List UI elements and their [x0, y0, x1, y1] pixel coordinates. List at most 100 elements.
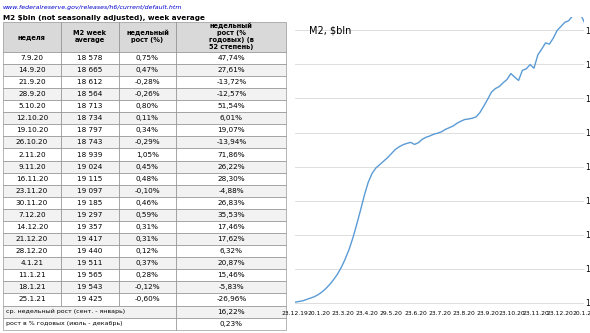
Text: 14.9.20: 14.9.20: [18, 67, 45, 73]
Bar: [61, 293, 119, 305]
Text: 21.9.20: 21.9.20: [18, 79, 45, 85]
Text: 0,46%: 0,46%: [136, 200, 159, 206]
Bar: [61, 124, 119, 137]
Text: -26,96%: -26,96%: [216, 296, 247, 302]
Text: 0,23%: 0,23%: [220, 321, 243, 327]
Bar: [176, 22, 286, 52]
Text: 18 612: 18 612: [77, 79, 103, 85]
Bar: [3, 137, 61, 149]
Text: 17,46%: 17,46%: [218, 224, 245, 230]
Text: 16,22%: 16,22%: [218, 309, 245, 315]
Bar: [3, 52, 61, 64]
Text: 19 297: 19 297: [77, 212, 103, 218]
Bar: [119, 293, 176, 305]
Text: 19 425: 19 425: [77, 296, 103, 302]
Text: -13,94%: -13,94%: [216, 140, 247, 146]
Bar: [3, 209, 61, 221]
Bar: [3, 76, 61, 88]
Text: 0,45%: 0,45%: [136, 164, 159, 169]
Bar: [61, 52, 119, 64]
Text: ср. недельный рост (сент. - январь): ср. недельный рост (сент. - январь): [6, 309, 125, 314]
Text: 16.11.20: 16.11.20: [16, 176, 48, 182]
Text: неделя: неделя: [18, 34, 46, 40]
Bar: [3, 221, 61, 233]
Bar: [119, 185, 176, 197]
Bar: [176, 64, 286, 76]
Text: 28.12.20: 28.12.20: [16, 248, 48, 254]
Text: 0,48%: 0,48%: [136, 176, 159, 182]
Bar: [3, 245, 61, 257]
Text: 4.1.21: 4.1.21: [21, 260, 43, 266]
Text: 12.10.20: 12.10.20: [16, 115, 48, 121]
Bar: [119, 257, 176, 269]
Bar: [176, 221, 286, 233]
Bar: [119, 245, 176, 257]
Text: 0,47%: 0,47%: [136, 67, 159, 73]
Text: 11.1.21: 11.1.21: [18, 272, 45, 278]
Bar: [176, 245, 286, 257]
Bar: [61, 161, 119, 172]
Text: 0,11%: 0,11%: [136, 115, 159, 121]
Bar: [61, 172, 119, 185]
Text: M2, $bln: M2, $bln: [309, 25, 352, 35]
Bar: [119, 197, 176, 209]
Text: 0,59%: 0,59%: [136, 212, 159, 218]
Text: M2 $bln (not seasonally adjusted), week average: M2 $bln (not seasonally adjusted), week …: [3, 15, 205, 21]
Bar: [3, 293, 61, 305]
Bar: [3, 197, 61, 209]
Text: 0,80%: 0,80%: [136, 103, 159, 109]
Bar: [119, 149, 176, 161]
Text: 27,61%: 27,61%: [218, 67, 245, 73]
Text: 21.12.20: 21.12.20: [16, 236, 48, 242]
Bar: [61, 185, 119, 197]
Text: 17,62%: 17,62%: [218, 236, 245, 242]
Bar: [3, 257, 61, 269]
Bar: [119, 233, 176, 245]
Text: 19 565: 19 565: [77, 272, 103, 278]
Bar: [3, 269, 61, 281]
Text: -0,29%: -0,29%: [135, 140, 160, 146]
Text: 18 743: 18 743: [77, 140, 103, 146]
Bar: [176, 137, 286, 149]
Bar: [61, 209, 119, 221]
Bar: [119, 124, 176, 137]
Bar: [176, 257, 286, 269]
Text: -0,26%: -0,26%: [135, 91, 160, 97]
Text: 0,75%: 0,75%: [136, 55, 159, 61]
Text: -0,60%: -0,60%: [135, 296, 160, 302]
Bar: [176, 281, 286, 293]
Bar: [176, 185, 286, 197]
Text: 14.12.20: 14.12.20: [16, 224, 48, 230]
Text: -12,57%: -12,57%: [216, 91, 247, 97]
Bar: [61, 221, 119, 233]
Bar: [176, 305, 286, 318]
Bar: [3, 149, 61, 161]
Text: 9.11.20: 9.11.20: [18, 164, 45, 169]
Text: 47,74%: 47,74%: [218, 55, 245, 61]
Bar: [119, 161, 176, 172]
Text: 0,28%: 0,28%: [136, 272, 159, 278]
Text: 18.1.21: 18.1.21: [18, 284, 45, 290]
Text: 26.10.20: 26.10.20: [16, 140, 48, 146]
Bar: [119, 137, 176, 149]
Bar: [61, 233, 119, 245]
Bar: [61, 76, 119, 88]
Bar: [119, 22, 176, 52]
Bar: [61, 22, 119, 52]
Text: 5.10.20: 5.10.20: [18, 103, 45, 109]
Text: 7.9.20: 7.9.20: [21, 55, 43, 61]
Bar: [176, 318, 286, 330]
Bar: [176, 112, 286, 124]
Bar: [119, 209, 176, 221]
Text: 0,31%: 0,31%: [136, 236, 159, 242]
Text: 19 115: 19 115: [77, 176, 103, 182]
Text: 18 578: 18 578: [77, 55, 103, 61]
Text: www.federalreserve.gov/releases/h6/current/default.htm: www.federalreserve.gov/releases/h6/curre…: [3, 5, 182, 10]
Text: 19 417: 19 417: [77, 236, 103, 242]
Bar: [119, 76, 176, 88]
Bar: [3, 100, 61, 112]
Text: M2 week
average: M2 week average: [73, 30, 106, 43]
Text: 28.9.20: 28.9.20: [18, 91, 45, 97]
Text: 18 939: 18 939: [77, 152, 103, 158]
Text: 19 185: 19 185: [77, 200, 103, 206]
